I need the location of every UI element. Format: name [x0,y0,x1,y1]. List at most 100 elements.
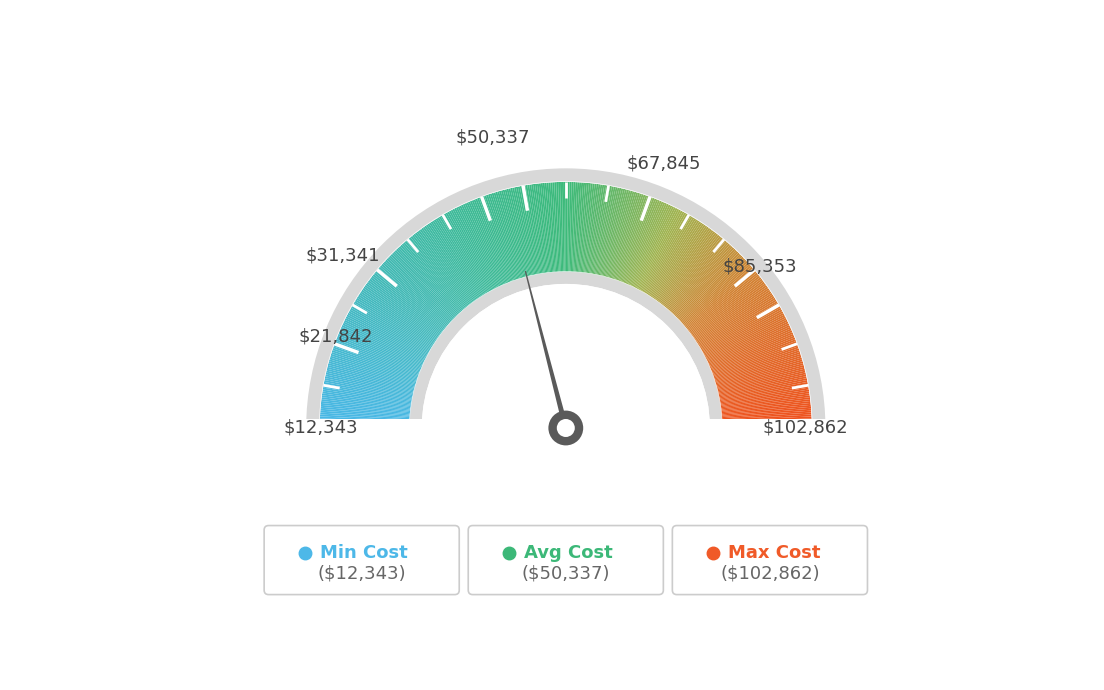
Wedge shape [680,261,747,323]
Wedge shape [384,261,452,323]
Wedge shape [321,395,411,408]
Wedge shape [638,210,681,290]
Wedge shape [654,224,705,299]
Wedge shape [644,214,689,293]
Wedge shape [716,367,805,391]
Wedge shape [320,418,410,423]
Wedge shape [371,275,443,333]
Wedge shape [682,264,751,325]
Wedge shape [599,188,622,276]
Wedge shape [514,187,534,275]
Wedge shape [427,224,479,299]
Wedge shape [671,246,733,313]
Text: $21,842: $21,842 [299,328,373,346]
Wedge shape [681,262,750,324]
Wedge shape [709,328,792,366]
Wedge shape [707,323,789,363]
Wedge shape [363,286,438,339]
Wedge shape [328,361,415,387]
Wedge shape [508,188,531,276]
Wedge shape [406,239,466,309]
Wedge shape [454,208,496,289]
Wedge shape [658,229,712,302]
Bar [275,419,857,614]
Text: Avg Cost: Avg Cost [523,544,613,562]
Wedge shape [328,363,415,388]
Wedge shape [323,384,412,401]
Wedge shape [389,255,455,319]
Wedge shape [697,293,773,344]
Wedge shape [348,311,428,355]
Wedge shape [474,199,508,284]
Wedge shape [565,182,567,272]
Wedge shape [320,420,410,424]
Wedge shape [606,190,630,277]
Wedge shape [649,220,699,297]
Wedge shape [694,288,769,340]
Wedge shape [347,315,427,357]
Wedge shape [552,182,559,272]
Wedge shape [721,399,810,411]
Wedge shape [408,237,467,308]
Wedge shape [703,311,784,355]
Wedge shape [584,184,596,273]
Wedge shape [533,184,546,273]
Wedge shape [360,291,436,342]
Wedge shape [546,182,555,273]
Wedge shape [607,190,633,278]
Wedge shape [376,270,446,328]
Wedge shape [711,339,796,373]
Wedge shape [355,298,434,346]
Wedge shape [720,391,809,406]
Wedge shape [357,296,434,346]
Wedge shape [721,395,810,408]
Wedge shape [463,204,501,286]
Wedge shape [539,183,550,273]
Wedge shape [496,192,522,279]
Wedge shape [450,210,493,290]
Wedge shape [636,208,678,289]
Wedge shape [700,303,778,350]
Wedge shape [721,407,811,416]
Wedge shape [637,208,679,290]
Wedge shape [449,210,492,290]
Wedge shape [672,248,735,315]
Wedge shape [380,265,448,326]
Wedge shape [652,224,704,299]
Wedge shape [677,255,743,319]
Wedge shape [620,198,655,282]
Text: ($12,343): ($12,343) [317,564,406,582]
Wedge shape [617,196,649,281]
Wedge shape [680,259,746,322]
Wedge shape [321,401,411,412]
Wedge shape [339,332,422,368]
Wedge shape [321,403,411,413]
Wedge shape [501,190,526,277]
Wedge shape [465,203,502,286]
Wedge shape [655,226,708,300]
Wedge shape [722,422,811,426]
Wedge shape [718,374,806,395]
Wedge shape [330,355,416,383]
Wedge shape [344,319,426,360]
Wedge shape [708,326,790,365]
FancyBboxPatch shape [672,526,868,595]
Wedge shape [444,213,489,293]
Wedge shape [322,393,412,407]
Wedge shape [392,253,456,317]
Wedge shape [491,193,520,279]
Wedge shape [352,304,431,351]
Wedge shape [385,259,452,322]
Wedge shape [722,420,811,424]
Wedge shape [400,245,461,313]
Wedge shape [567,182,570,272]
Text: ($50,337): ($50,337) [521,564,611,582]
Wedge shape [528,185,542,274]
Wedge shape [669,244,730,312]
Wedge shape [587,184,603,274]
Wedge shape [576,182,585,273]
Wedge shape [423,226,476,301]
Wedge shape [722,415,811,421]
Wedge shape [486,195,517,280]
Wedge shape [351,306,431,352]
